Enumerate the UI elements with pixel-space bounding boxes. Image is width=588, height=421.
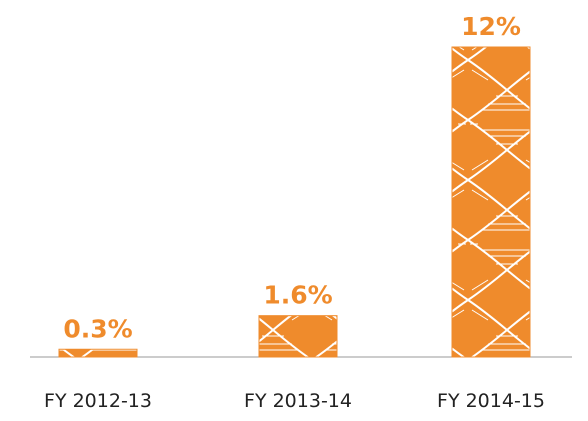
x-tick-label: FY 2013-14 bbox=[244, 390, 352, 412]
x-tick-label: FY 2014-15 bbox=[437, 390, 545, 412]
bar bbox=[452, 47, 530, 357]
value-label: 12% bbox=[461, 12, 521, 41]
value-label: 0.3% bbox=[63, 314, 132, 343]
bar bbox=[59, 349, 137, 357]
x-tick-label: FY 2012-13 bbox=[44, 390, 152, 412]
bar bbox=[259, 316, 337, 357]
value-label: 1.6% bbox=[263, 281, 332, 310]
chart: 0.3% FY 2012-13 1.6% FY 2013-14 12% FY 2014-1… bbox=[0, 0, 588, 421]
